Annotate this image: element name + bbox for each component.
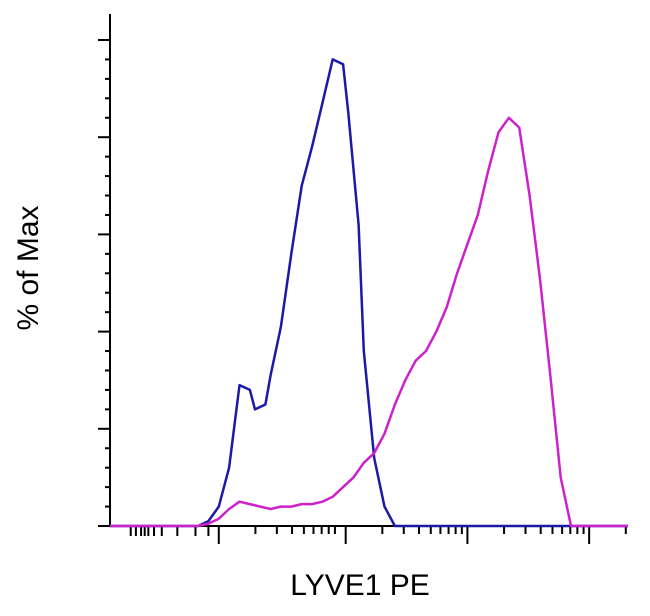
- series-line-1: [110, 58, 628, 528]
- x-axis-label: LYVE1 PE: [290, 569, 430, 602]
- x-axis-ticks: [129, 526, 627, 544]
- y-axis-ticks: [98, 39, 110, 527]
- series-layer: [110, 58, 628, 528]
- y-axis-label: % of Max: [12, 205, 45, 330]
- series-line-2: [110, 116, 628, 528]
